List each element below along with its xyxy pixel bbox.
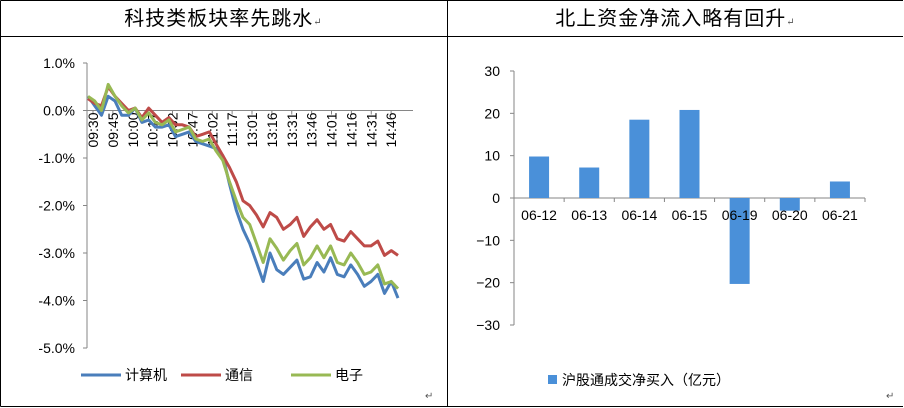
line-chart: 1.0% 0.0% -1.0% -2.0% -3.0% -4.0% -5.0% 09:30 09… <box>38 55 413 384</box>
y-tick-label: 0.0% <box>43 103 75 119</box>
left-panel-title-text: 科技类板块率先跳水 <box>124 6 314 30</box>
bar <box>529 156 550 198</box>
y-tick-label: 1.0% <box>43 55 75 71</box>
bar <box>579 167 600 198</box>
x-tick-label: 13:16 <box>264 112 280 147</box>
x-tick-label: 06-15 <box>672 207 708 223</box>
y-tick-label: -3.0% <box>38 245 75 261</box>
legend-label: 通信 <box>225 368 253 384</box>
paragraph-mark-icon: ↵ <box>786 17 796 28</box>
bar <box>679 109 700 198</box>
bar <box>729 198 750 284</box>
paragraph-mark-icon: ↵ <box>886 391 895 402</box>
x-tick-label: 14:01 <box>324 112 340 147</box>
y-tick-label: -1.0% <box>38 150 75 166</box>
bar <box>779 198 800 211</box>
y-tick-label: 0 <box>492 190 500 206</box>
left-panel-title: 科技类板块率先跳水↵ <box>0 4 447 32</box>
right-panel-title-text: 北上资金净流入略有回升 <box>555 6 787 30</box>
y-tick-label: −10 <box>476 232 500 248</box>
x-tick-label: 06-20 <box>772 207 808 223</box>
legend-swatch <box>548 375 557 384</box>
x-tick-label: 13:01 <box>244 112 260 147</box>
legend-label: 沪股通成交净买入（亿元） <box>562 372 730 389</box>
x-tick-label: 14:46 <box>383 112 399 147</box>
y-tick-label: 20 <box>484 105 500 121</box>
y-tick-label: -4.0% <box>38 293 75 309</box>
paragraph-mark-icon: ↵ <box>313 17 323 28</box>
paragraph-mark-icon: ↵ <box>425 391 434 402</box>
x-tick-label: 09:45 <box>105 112 121 147</box>
legend-label: 计算机 <box>125 368 167 384</box>
x-tick-label: 09:30 <box>85 112 101 147</box>
y-tick-label: −20 <box>476 275 500 291</box>
x-tick-label: 11:17 <box>224 112 240 146</box>
bar <box>829 181 850 198</box>
y-tick-label: 10 <box>484 148 500 164</box>
x-tick-label: 06-21 <box>822 207 858 223</box>
x-tick-label: 14:31 <box>363 112 379 147</box>
x-tick-label: 06-19 <box>722 207 758 223</box>
y-tick-label: -5.0% <box>38 340 75 356</box>
right-panel-title: 北上资金净流入略有回升↵ <box>448 4 903 32</box>
legend-label: 电子 <box>335 368 363 384</box>
bar <box>629 119 650 198</box>
x-tick-label: 13:46 <box>304 112 320 147</box>
x-tick-label: 14:16 <box>343 112 359 147</box>
series-line-3 <box>87 82 400 290</box>
x-tick-label: 06-13 <box>571 207 607 223</box>
y-tick-label: -2.0% <box>38 198 75 214</box>
x-tick-label: 13:31 <box>284 112 300 147</box>
x-tick-label: 06-12 <box>521 207 557 223</box>
y-tick-label: 30 <box>484 63 500 79</box>
x-tick-label: 10:00 <box>125 112 141 147</box>
y-tick-label: −30 <box>476 317 500 333</box>
x-tick-label: 06-14 <box>621 207 657 223</box>
bar-chart: 30 20 10 0 −10 −20 −30 06-12 06-13 06-14 06-15 06-1… <box>476 63 866 389</box>
